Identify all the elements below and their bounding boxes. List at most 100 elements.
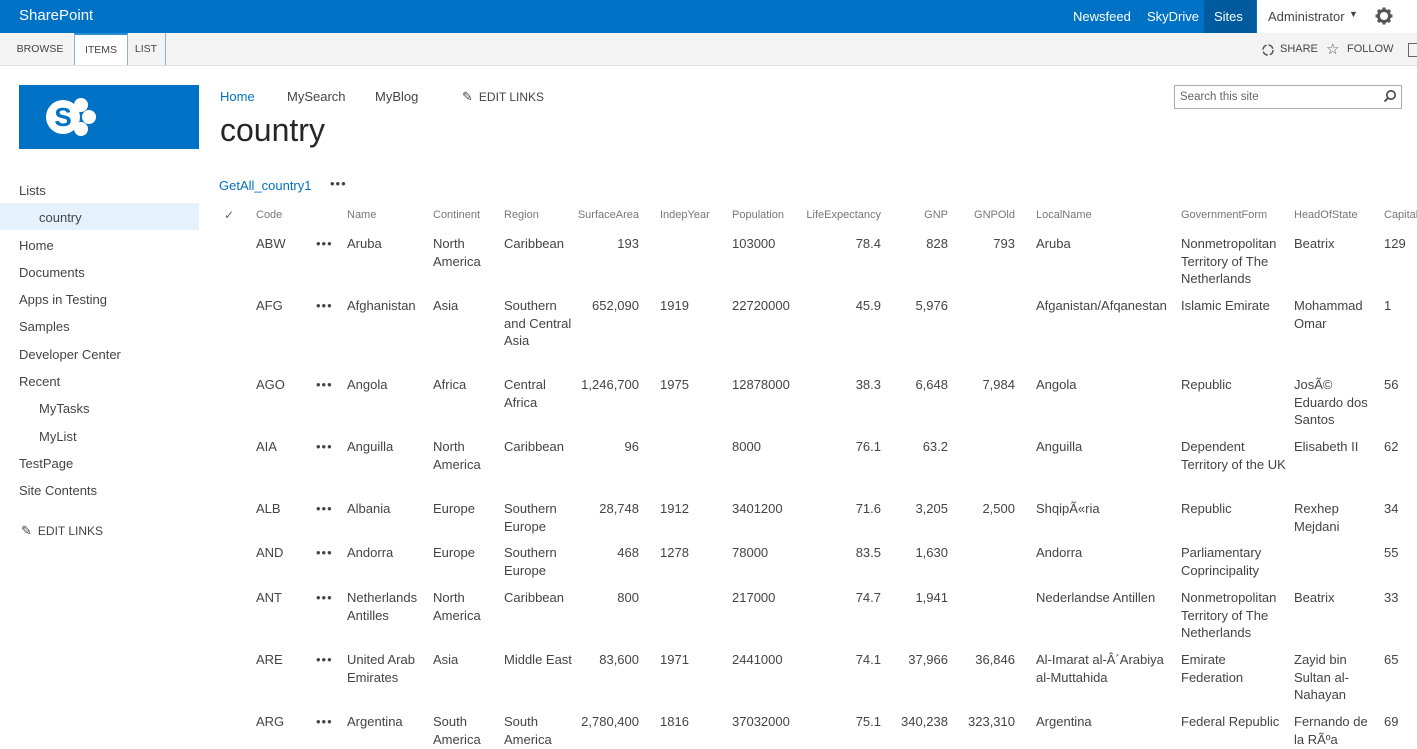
leftnav-site-contents[interactable]: Site Contents bbox=[19, 483, 98, 498]
follow-button[interactable]: FOLLOW bbox=[1347, 43, 1394, 55]
leftnav-testpage[interactable]: TestPage bbox=[19, 456, 74, 471]
cell-gnp: 5,976 bbox=[915, 298, 948, 313]
row-menu-button[interactable]: ••• bbox=[316, 714, 333, 729]
site-logo[interactable]: S bbox=[19, 85, 199, 149]
cell-indepyear: 1816 bbox=[660, 714, 689, 729]
column-header-name[interactable]: Name bbox=[347, 209, 377, 221]
row-menu-button[interactable]: ••• bbox=[316, 545, 333, 560]
column-header-capital[interactable]: Capital bbox=[1384, 209, 1417, 221]
sites-tab-bg bbox=[1204, 0, 1256, 33]
user-menu[interactable]: Administrator ▼ bbox=[1257, 0, 1417, 33]
cell-governmentform: Parliamentary Coprincipality bbox=[1181, 545, 1262, 578]
cell-indepyear: 1278 bbox=[660, 545, 689, 560]
column-header-region[interactable]: Region bbox=[504, 209, 539, 221]
cell-lifeexpectancy: 76.1 bbox=[855, 439, 881, 454]
column-header-continent[interactable]: Continent bbox=[433, 209, 481, 221]
leftnav-developer-center[interactable]: Developer Center bbox=[19, 347, 121, 362]
leftnav-lists[interactable]: Lists bbox=[19, 183, 46, 198]
leftnav-samples[interactable]: Samples bbox=[19, 319, 70, 334]
cell-population: 217000 bbox=[732, 590, 776, 605]
column-header-lifeexpectancy[interactable]: LifeExpectancy bbox=[806, 209, 881, 221]
tab-browse[interactable]: BROWSE bbox=[16, 43, 64, 55]
cell-governmentform: Nonmetropolitan Territory of The Netherl… bbox=[1181, 590, 1277, 640]
cell-name[interactable]: Albania bbox=[347, 501, 391, 516]
search-input[interactable]: Search this site bbox=[1174, 85, 1402, 109]
leftnav-recent[interactable]: Recent bbox=[19, 374, 61, 389]
column-header-gnpold[interactable]: GNPOld bbox=[974, 209, 1015, 221]
tab-list[interactable]: LIST bbox=[127, 33, 166, 65]
column-header-governmentform[interactable]: GovernmentForm bbox=[1181, 209, 1268, 221]
cell-surfacearea: 800 bbox=[617, 590, 639, 605]
cell-governmentform: Nonmetropolitan Territory of The Netherl… bbox=[1181, 236, 1277, 286]
select-all-checkmark-icon[interactable]: ✓ bbox=[224, 208, 235, 222]
cell-name[interactable]: Andorra bbox=[347, 545, 394, 560]
column-header-localname[interactable]: LocalName bbox=[1036, 209, 1092, 221]
cell-governmentform: Republic bbox=[1181, 377, 1232, 392]
leftnav-documents[interactable]: Documents bbox=[19, 265, 85, 280]
column-header-population[interactable]: Population bbox=[732, 209, 784, 221]
row-menu-button[interactable]: ••• bbox=[316, 236, 333, 251]
cell-surfacearea: 2,780,400 bbox=[581, 714, 639, 729]
star-icon[interactable]: ☆ bbox=[1326, 41, 1340, 58]
cell-region: Southern Europe bbox=[504, 545, 557, 578]
row-menu-button[interactable]: ••• bbox=[316, 590, 333, 605]
cell-headofstate: Elisabeth II bbox=[1294, 439, 1359, 454]
skydrive-link[interactable]: SkyDrive bbox=[1147, 9, 1200, 24]
view-more-button[interactable]: ••• bbox=[330, 176, 347, 191]
leftnav-country[interactable]: country bbox=[39, 210, 82, 225]
cell-capital: 69 bbox=[1384, 714, 1399, 729]
edit-links-top-button[interactable]: ✎ EDIT LINKS bbox=[462, 89, 544, 105]
cell-population: 3401200 bbox=[732, 501, 783, 516]
column-header-gnp[interactable]: GNP bbox=[924, 209, 948, 221]
user-name[interactable]: Administrator bbox=[1268, 9, 1345, 24]
cell-name[interactable]: Aruba bbox=[347, 236, 382, 251]
row-menu-button[interactable]: ••• bbox=[316, 501, 333, 516]
gear-icon[interactable] bbox=[1375, 7, 1393, 25]
cell-population: 8000 bbox=[732, 439, 761, 454]
cell-gnp: 6,648 bbox=[915, 377, 948, 392]
row-menu-button[interactable]: ••• bbox=[316, 652, 333, 667]
cell-capital: 62 bbox=[1384, 439, 1399, 454]
sites-link[interactable]: Sites bbox=[1214, 9, 1243, 24]
topnav-mysearch[interactable]: MySearch bbox=[287, 89, 346, 104]
share-icon[interactable] bbox=[1261, 43, 1275, 57]
view-selector[interactable]: GetAll_country1 bbox=[219, 178, 312, 193]
column-header-surfacearea[interactable]: SurfaceArea bbox=[577, 209, 639, 221]
brand-link[interactable]: SharePoint bbox=[19, 7, 94, 24]
cell-name[interactable]: Afghanistan bbox=[347, 298, 416, 313]
row-menu-button[interactable]: ••• bbox=[316, 298, 333, 313]
cell-localname: Anguilla bbox=[1036, 439, 1083, 454]
cell-name[interactable]: United Arab Emirates bbox=[347, 652, 415, 685]
topnav-home[interactable]: Home bbox=[220, 89, 255, 104]
column-header-headofstate[interactable]: HeadOfState bbox=[1294, 209, 1358, 221]
cell-population: 2441000 bbox=[732, 652, 783, 667]
cell-lifeexpectancy: 78.4 bbox=[855, 236, 881, 251]
edit-links-left-button[interactable]: ✎ EDIT LINKS bbox=[21, 523, 103, 539]
chevron-down-icon[interactable]: ▼ bbox=[1349, 9, 1358, 19]
leftnav-mytasks[interactable]: MyTasks bbox=[39, 401, 90, 416]
newsfeed-link[interactable]: Newsfeed bbox=[1073, 9, 1131, 24]
search-icon[interactable] bbox=[1383, 89, 1397, 103]
cell-governmentform: Dependent Territory of the UK bbox=[1181, 439, 1286, 472]
topnav-myblog[interactable]: MyBlog bbox=[375, 89, 419, 104]
share-button[interactable]: SHARE bbox=[1280, 43, 1318, 55]
cell-code: AGO bbox=[256, 377, 285, 392]
leftnav-mylist[interactable]: MyList bbox=[39, 429, 77, 444]
row-menu-button[interactable]: ••• bbox=[316, 377, 333, 392]
sharepoint-logo-icon: S bbox=[46, 98, 96, 136]
cell-name[interactable]: Netherlands Antilles bbox=[347, 590, 418, 623]
leftnav-apps-in-testing[interactable]: Apps in Testing bbox=[19, 292, 107, 307]
cell-surfacearea: 1,246,700 bbox=[581, 377, 639, 392]
column-header-code[interactable]: Code bbox=[256, 209, 283, 221]
row-menu-button[interactable]: ••• bbox=[316, 439, 333, 454]
search-placeholder: Search this site bbox=[1180, 91, 1259, 103]
cell-capital: 34 bbox=[1384, 501, 1399, 516]
tab-items[interactable]: ITEMS bbox=[74, 33, 128, 65]
cell-name[interactable]: Anguilla bbox=[347, 439, 394, 454]
cell-name[interactable]: Argentina bbox=[347, 714, 403, 729]
cell-name[interactable]: Angola bbox=[347, 377, 388, 392]
column-header-indepyear[interactable]: IndepYear bbox=[660, 209, 710, 221]
cell-headofstate: Rexhep Mejdani bbox=[1294, 501, 1340, 534]
focus-icon[interactable] bbox=[1408, 43, 1417, 57]
leftnav-home[interactable]: Home bbox=[19, 238, 54, 253]
